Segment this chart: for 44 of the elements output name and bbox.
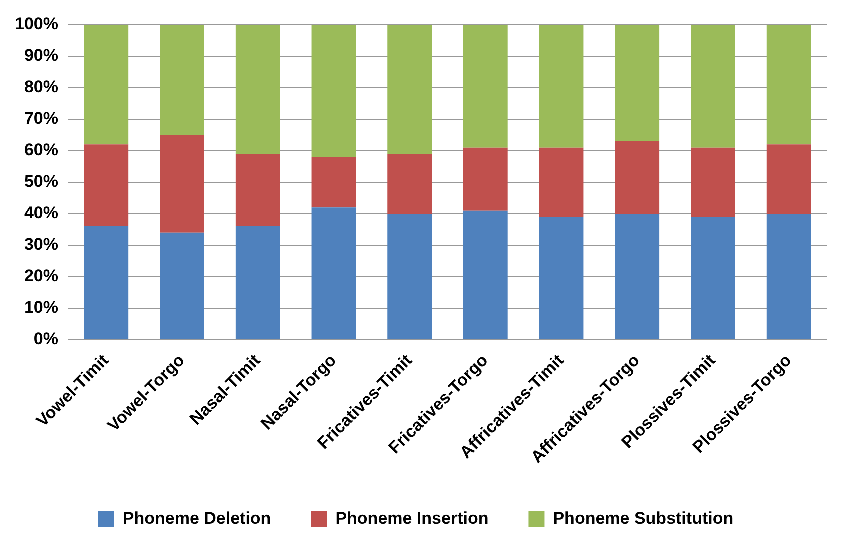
- bar: [160, 25, 204, 136]
- bar: [312, 208, 356, 340]
- y-tick-label: 20%: [24, 266, 58, 286]
- y-tick-label: 0%: [34, 330, 58, 349]
- bar: [766, 25, 812, 145]
- bar: [766, 214, 812, 340]
- bar: [463, 210, 508, 340]
- y-tick-label: 40%: [24, 204, 58, 223]
- bar: [84, 144, 129, 227]
- bar: [691, 217, 736, 340]
- bar: [691, 25, 736, 148]
- bar: [312, 157, 356, 208]
- bar: [615, 214, 660, 340]
- bar: [615, 25, 660, 142]
- bar: [312, 25, 356, 158]
- bar: [236, 154, 280, 227]
- y-tick-label: 90%: [24, 46, 58, 66]
- bar: [539, 25, 584, 148]
- bar: [160, 135, 204, 233]
- bar: [160, 232, 204, 340]
- y-tick-label: 60%: [24, 140, 58, 160]
- bar: [84, 226, 129, 340]
- y-tick-label: 10%: [24, 298, 58, 318]
- bar: [463, 25, 508, 148]
- legend-label: Phoneme Substitution: [553, 509, 734, 528]
- legend-label: Phoneme Insertion: [336, 509, 489, 528]
- bar: [691, 148, 736, 218]
- bar: [236, 25, 280, 154]
- y-tick-label: 100%: [14, 14, 58, 34]
- bar: [388, 25, 432, 154]
- bar: [539, 148, 584, 218]
- bar: [388, 214, 432, 340]
- y-tick-label: 30%: [24, 235, 58, 254]
- y-tick-label: 70%: [24, 109, 58, 128]
- bar: [615, 142, 660, 214]
- y-tick-label: 80%: [24, 78, 58, 97]
- bar: [539, 217, 584, 340]
- y-tick-label: 50%: [24, 172, 58, 192]
- legend-label: Phoneme Deletion: [122, 509, 272, 528]
- bar: [388, 154, 432, 214]
- bar: [766, 144, 812, 214]
- bar: [236, 226, 280, 340]
- bar: [84, 25, 129, 145]
- bar: [463, 148, 508, 211]
